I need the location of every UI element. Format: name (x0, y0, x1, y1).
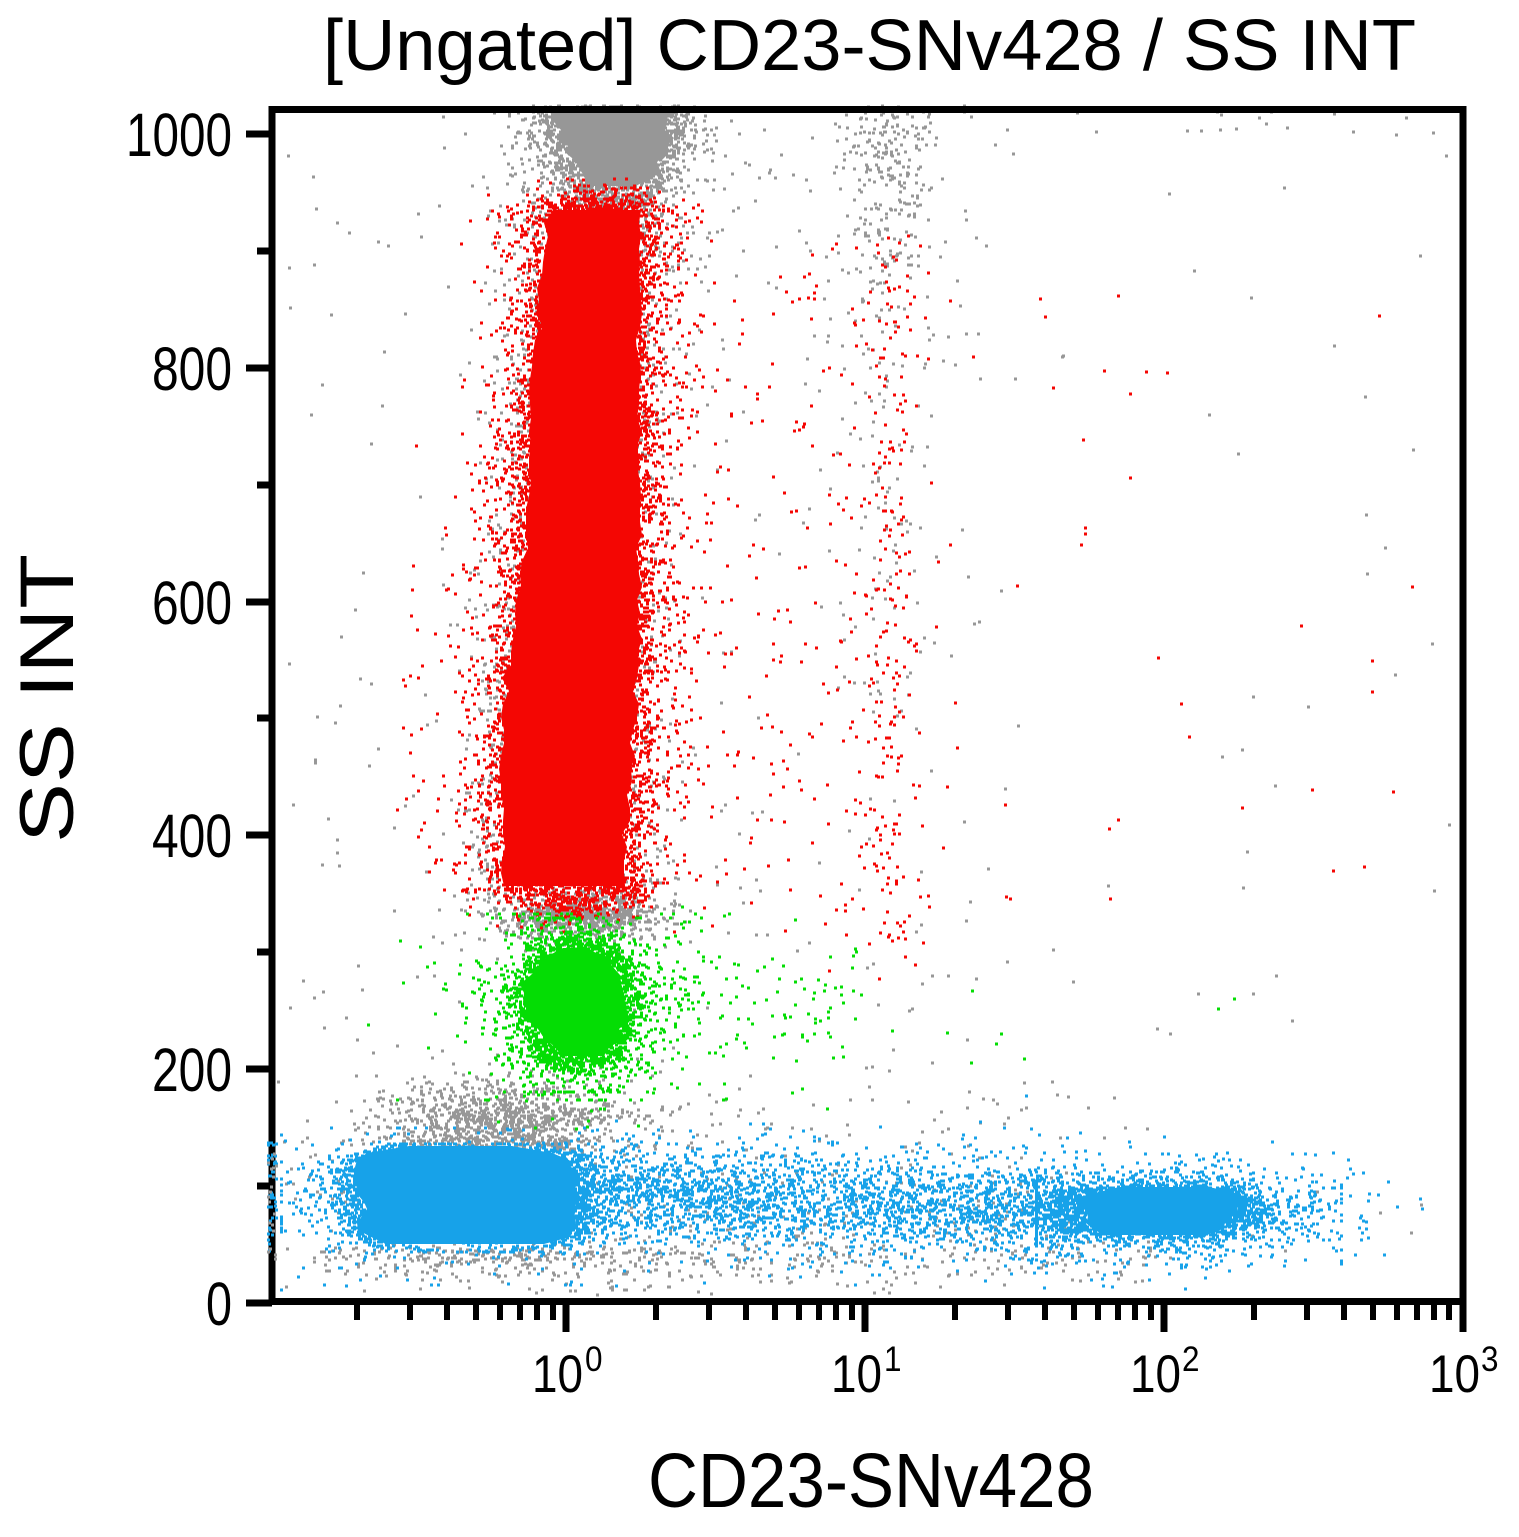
svg-text:800: 800 (152, 335, 232, 403)
svg-text:1000: 1000 (126, 101, 232, 169)
svg-text:10: 10 (1429, 1345, 1480, 1404)
svg-text:400: 400 (152, 802, 232, 870)
svg-text:1: 1 (884, 1340, 902, 1379)
svg-text:3: 3 (1481, 1340, 1499, 1379)
svg-text:2: 2 (1182, 1340, 1200, 1379)
svg-text:[Ungated] CD23-SNv428 / SS INT: [Ungated] CD23-SNv428 / SS INT (323, 6, 1416, 86)
svg-text:CD23-SNv428: CD23-SNv428 (648, 1438, 1094, 1524)
svg-text:600: 600 (152, 569, 232, 637)
svg-text:10: 10 (831, 1345, 882, 1404)
svg-text:0: 0 (585, 1340, 603, 1379)
svg-text:10: 10 (1130, 1345, 1181, 1404)
svg-text:10: 10 (532, 1345, 583, 1404)
svg-text:SS INT: SS INT (5, 554, 90, 843)
svg-text:200: 200 (152, 1036, 232, 1104)
svg-text:0: 0 (206, 1270, 232, 1338)
